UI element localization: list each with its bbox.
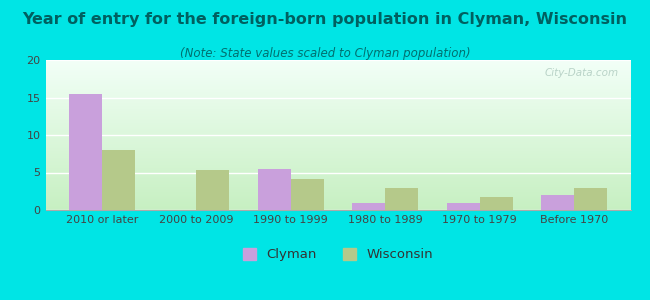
Bar — [574, 188, 607, 210]
Legend: Clyman, Wisconsin: Clyman, Wisconsin — [237, 242, 439, 266]
Bar — [291, 178, 324, 210]
Bar — [102, 150, 135, 210]
Bar — [480, 197, 513, 210]
Text: City-Data.com: City-Data.com — [545, 68, 619, 77]
Text: Year of entry for the foreign-born population in Clyman, Wisconsin: Year of entry for the foreign-born popul… — [23, 12, 627, 27]
Bar — [258, 169, 291, 210]
Bar — [352, 202, 385, 210]
Bar — [69, 94, 102, 210]
Bar — [196, 170, 229, 210]
Bar — [385, 188, 418, 210]
Bar — [541, 195, 574, 210]
Bar — [447, 202, 480, 210]
Text: (Note: State values scaled to Clyman population): (Note: State values scaled to Clyman pop… — [179, 46, 471, 59]
